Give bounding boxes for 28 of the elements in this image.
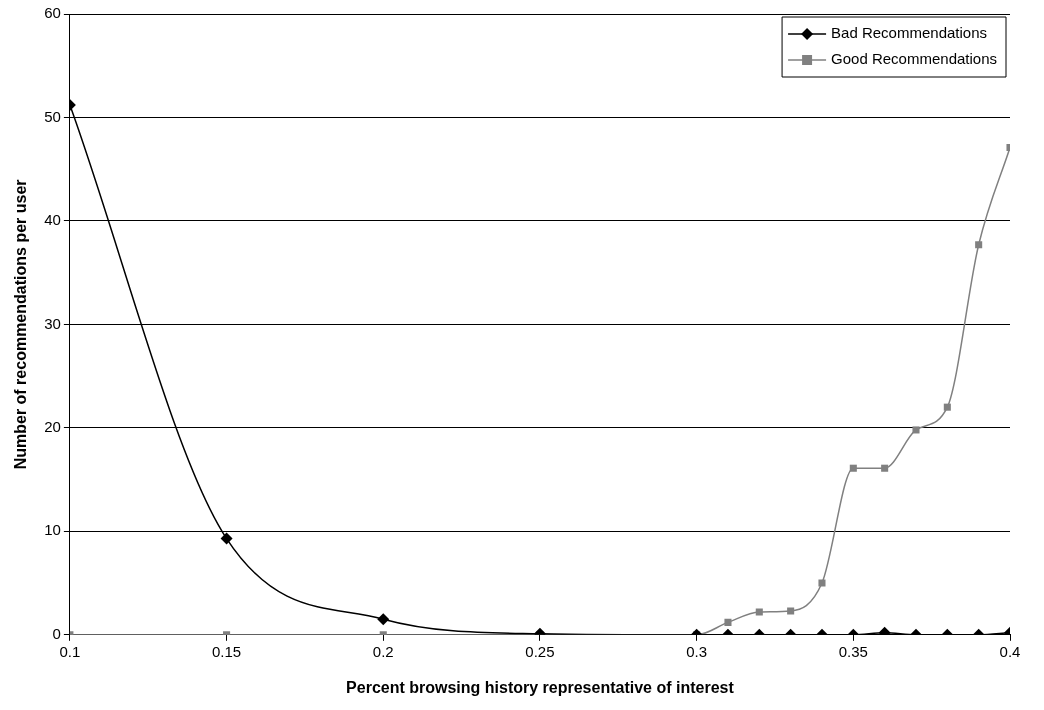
point	[818, 579, 826, 587]
x-tick-label: 0.3	[686, 642, 708, 660]
y-axis-title: Number of recommendations per user	[12, 179, 30, 470]
y-tick-label: 10	[44, 521, 61, 539]
y-tick-label: 40	[44, 211, 61, 229]
point	[849, 464, 857, 472]
x-axis-title: Percent browsing history representative of interest	[346, 678, 735, 696]
point	[220, 532, 233, 545]
x-tick-label: 0.25	[525, 642, 555, 660]
x-tick-label: 0.35	[838, 642, 868, 660]
y-tick-label: 20	[44, 418, 61, 436]
legend-label: Good Recommendations	[831, 50, 998, 68]
point	[881, 464, 889, 472]
y-tick-label: 30	[44, 314, 61, 332]
legend-label: Bad Recommendations	[831, 24, 987, 42]
x-tick-label: 0.4	[999, 642, 1021, 660]
x-tick-label: 0.2	[372, 642, 394, 660]
y-tick-label: 0	[52, 624, 61, 642]
y-tick-label: 50	[44, 107, 61, 125]
point	[912, 426, 920, 434]
y-tick-label: 60	[44, 4, 61, 22]
point	[975, 241, 983, 249]
x-tick-label: 0.1	[59, 642, 81, 660]
x-tick-label: 0.15	[211, 642, 242, 660]
point	[943, 403, 951, 411]
point	[787, 607, 795, 615]
point	[755, 608, 763, 616]
point	[724, 618, 732, 626]
